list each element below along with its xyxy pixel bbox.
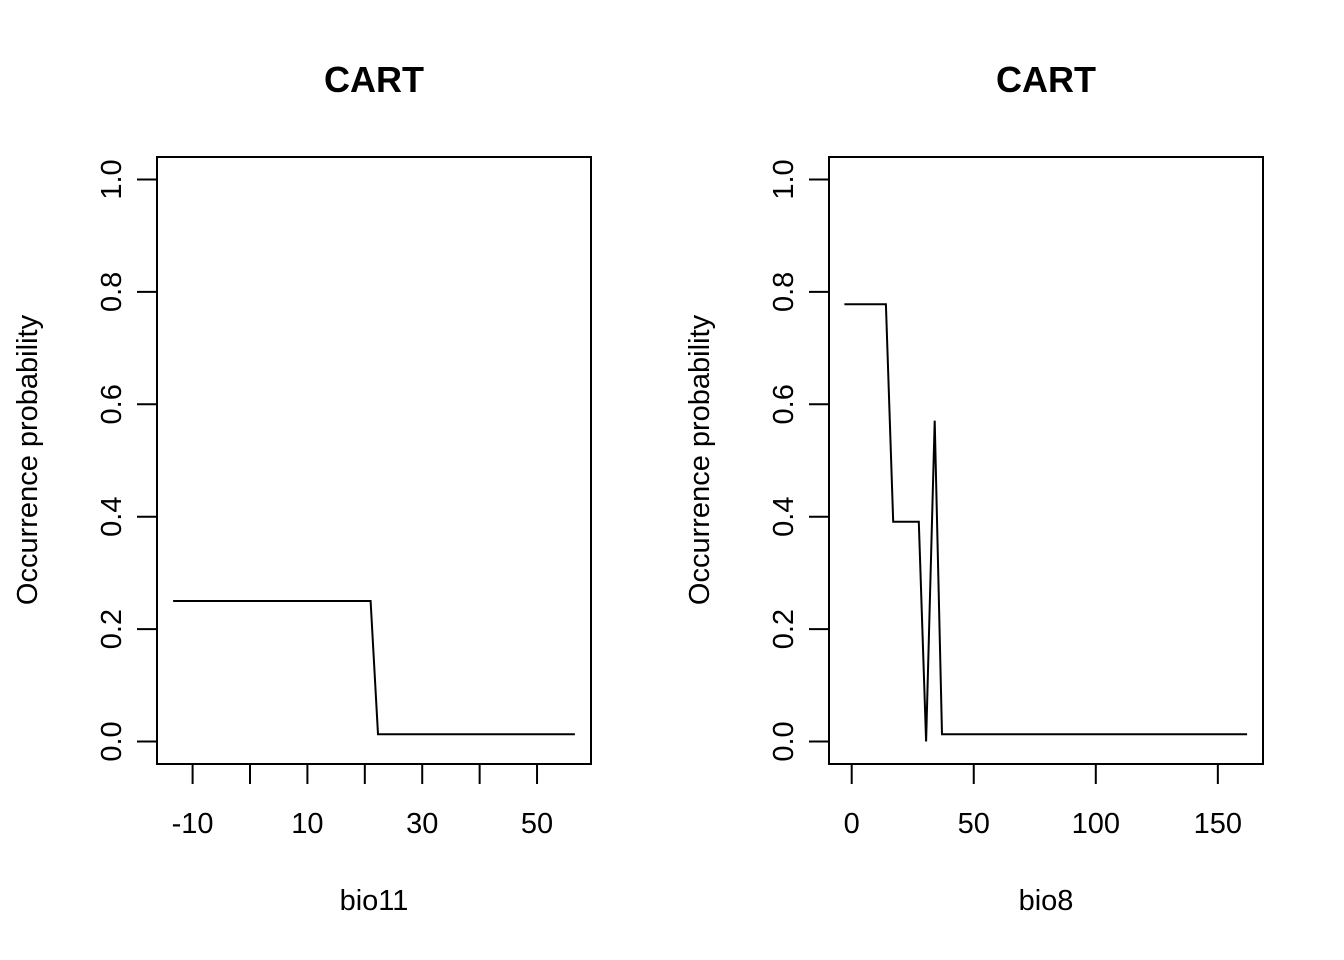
y-tick-label: 1.0	[96, 159, 128, 199]
x-tick-label: 50	[521, 808, 553, 840]
chart-title: CART	[324, 59, 424, 100]
y-tick-label: 0.4	[768, 497, 800, 537]
response-line	[173, 600, 575, 736]
x-axis-label: bio11	[340, 885, 409, 917]
y-tick-label: 0.0	[96, 721, 128, 761]
x-tick-label: 0	[844, 808, 860, 840]
panel-bio11: CART 0.00.20.40.60.81.0 -10 10 30 50 bio11 …	[12, 59, 592, 917]
x-tick-label: 150	[1194, 808, 1242, 840]
y-tick-label: 0.4	[96, 497, 128, 537]
y-tick-label: 0.0	[768, 721, 800, 761]
y-tick-label: 0.2	[96, 609, 128, 649]
y-tick-label: 0.6	[96, 384, 128, 424]
panel-bio8: CART 0.0 0.2 0.4 0.6 0.8 1.0 0 50 100 150 bio8 O…	[684, 59, 1264, 917]
y-axis-label: Occurrence probability	[12, 314, 44, 605]
y-axis: 0.0 0.2 0.4 0.6 0.8 1.0	[768, 159, 830, 762]
y-tick-label: 0.6	[768, 384, 800, 424]
x-axis-label: bio8	[1019, 885, 1074, 917]
x-tick-label: 10	[291, 808, 323, 840]
x-axis: -10 10 30 50	[172, 763, 553, 840]
x-tick-label: -10	[172, 808, 214, 840]
y-tick-label: 0.8	[96, 272, 128, 312]
chart-title: CART	[996, 59, 1096, 100]
response-line	[844, 303, 1248, 742]
y-axis: 0.0 0.2 0.4 0.6 0.8 1.0	[96, 159, 158, 762]
plot-frame	[828, 156, 1264, 765]
y-tick-label: 0.8	[768, 272, 800, 312]
x-tick-label: 50	[958, 808, 990, 840]
x-axis: 0 50 100 150	[844, 763, 1242, 840]
y-tick-label: 0.2	[768, 609, 800, 649]
x-tick-label: 100	[1072, 808, 1120, 840]
x-tick-label: 30	[406, 808, 438, 840]
y-tick-label: 1.0	[768, 159, 800, 199]
y-axis-label: Occurrence probability	[684, 314, 716, 605]
